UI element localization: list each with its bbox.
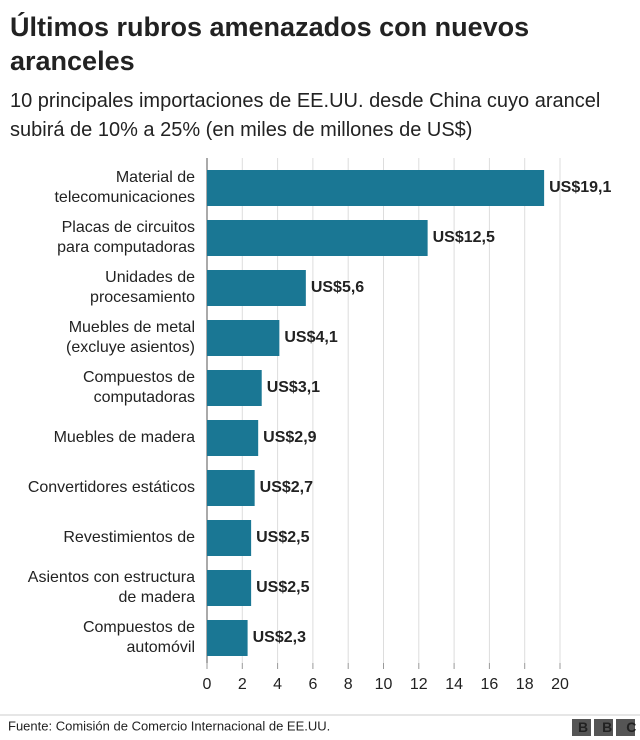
value-label: US$2,5 [256,529,309,546]
y-tick-label: Compuestos de computadoras [83,369,195,406]
x-tick-label: 16 [481,676,499,693]
chart-subtitle: 10 principales importaciones de EE.UU. d… [10,90,601,141]
bar [207,370,262,406]
value-label: US$2,9 [263,429,316,446]
value-label: US$5,6 [311,279,364,296]
x-tick-label: 8 [344,676,353,693]
logo: BBC [578,719,640,735]
logo-box [572,719,591,736]
bar [207,420,259,456]
y-tick-label: Unidades de procesamiento [90,269,195,306]
x-tick-label: 18 [516,676,534,693]
y-tick-label: Convertidores estáticos [28,479,195,496]
x-tick-label: 6 [308,676,317,693]
y-tick-label: Muebles de metal (excluye asientos) [66,319,195,356]
value-label: US$3,1 [267,379,320,396]
bar [207,570,252,606]
source: Fuente: Comisión de Comercio Internacion… [8,718,330,733]
value-label: US$2,3 [253,629,306,646]
bar [207,270,306,306]
logo-box [616,719,635,736]
bar [207,220,428,256]
x-tick-label: 0 [203,676,212,693]
x-tick-label: 2 [238,676,247,693]
x-tick-label: 20 [551,676,569,693]
value-label: US$4,1 [284,329,337,346]
y-tick-label: Compuestos de automóvil [83,619,195,656]
value-label: US$12,5 [433,229,495,246]
bar [207,520,252,556]
logo-box [594,719,613,736]
y-tick-label: Muebles de madera [54,429,196,446]
x-tick-label: 10 [375,676,393,693]
x-tick-label: 12 [410,676,428,693]
y-tick-label: Placas de circuitos para computadoras [57,219,195,256]
value-label: US$2,5 [256,579,309,596]
y-tick-label: Material de telecomunicaciones [54,169,195,206]
bar [207,320,280,356]
value-label: US$2,7 [260,479,313,496]
bar [207,170,545,206]
y-tick-label: Revestimientos de [63,529,195,546]
y-tick-label: Asientos con estructura de madera [28,569,195,606]
bar [207,470,255,506]
x-tick-label: 14 [445,676,463,693]
x-tick-label: 4 [273,676,282,693]
value-label: US$19,1 [549,179,611,196]
bar [207,620,248,656]
chart-title: Últimos rubros amenazados con nuevos ara… [10,12,530,76]
